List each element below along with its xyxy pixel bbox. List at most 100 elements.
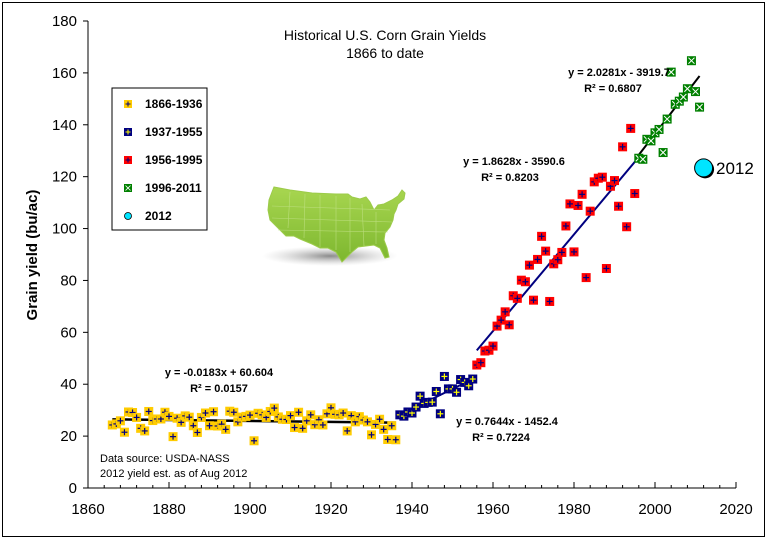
point-1956-1995 <box>569 247 579 257</box>
marker-x-b <box>663 115 671 123</box>
point-1956-1995 <box>529 295 538 305</box>
marker-x-b <box>688 57 695 65</box>
y-tick-label: 0 <box>69 480 77 497</box>
point-1866-1936 <box>188 421 198 431</box>
x-tick-label: 2020 <box>719 501 752 518</box>
trend-r2-1996-2011: R² = 0.6807 <box>584 83 642 95</box>
point-1996-2011 <box>682 84 692 94</box>
point-1956-1995 <box>496 315 506 325</box>
us-map-icon <box>262 186 406 266</box>
point-1996-2011 <box>662 114 672 124</box>
point-1956-1995 <box>610 176 619 186</box>
point-1866-1936 <box>200 408 210 418</box>
point-1866-1936 <box>192 427 202 437</box>
point-1996-2011 <box>695 102 705 112</box>
point-1956-1995 <box>573 200 583 210</box>
point-1937-1955 <box>439 371 449 381</box>
legend: 1866-1936 1937-1955 1956-1995 1996-2011 2012 <box>111 87 208 231</box>
point-1956-1995 <box>553 255 563 265</box>
point-1937-1955 <box>435 409 445 419</box>
point-1996-2011 <box>666 67 676 77</box>
point-1866-1936 <box>294 407 304 417</box>
marker-x-b <box>684 85 691 93</box>
point-1866-1936 <box>132 412 142 422</box>
point-1956-1995 <box>476 358 486 368</box>
point-2012 <box>694 158 715 179</box>
marker-x-b <box>639 155 647 163</box>
y-tick-label: 120 <box>52 169 77 186</box>
point-1866-1936 <box>144 406 154 416</box>
point-1956-1995 <box>585 206 595 216</box>
point-1866-1936 <box>383 434 393 444</box>
data-source-line-2: 2012 yield est. as of Aug 2012 <box>100 468 247 480</box>
legend-label-1866-1936: 1866-1936 <box>145 97 203 111</box>
y-tick-label: 20 <box>60 428 77 445</box>
marker-x-b <box>679 93 687 101</box>
y-tick-label: 40 <box>60 376 77 393</box>
marker-circle <box>694 158 714 178</box>
point-1956-1995 <box>601 264 611 274</box>
point-1866-1936 <box>140 426 150 436</box>
point-1996-2011 <box>646 136 656 146</box>
chart-title: Historical U.S. Corn Grain Yields <box>284 27 486 43</box>
y-axis-ticks: 0 20 40 60 80 100 120 140 160 180 <box>52 13 88 497</box>
legend-marker-1937-1955 <box>124 128 132 136</box>
point-1866-1936 <box>115 416 125 426</box>
marker-x-b <box>659 149 667 156</box>
point-1866-1936 <box>269 403 279 413</box>
point-1866-1936 <box>367 430 376 440</box>
point-1937-1955 <box>415 391 425 401</box>
point-1866-1936 <box>298 423 308 433</box>
y-tick-label: 60 <box>60 324 77 341</box>
point-1866-1936 <box>245 410 255 420</box>
legend-marker-1956-1995 <box>124 156 132 164</box>
point-1956-1995 <box>581 273 591 283</box>
point-1866-1936 <box>318 420 328 430</box>
point-1937-1955 <box>411 402 421 412</box>
point-1866-1936 <box>184 412 194 422</box>
point-1866-1936 <box>306 410 316 420</box>
point-1937-1955 <box>468 374 478 384</box>
point-1866-1936 <box>205 421 214 431</box>
y-axis-label: Grain yield (bu/ac) <box>24 190 41 321</box>
legend-label-1956-1995: 1956-1995 <box>145 153 203 167</box>
point-1956-1995 <box>488 341 498 351</box>
point-1866-1936 <box>221 424 231 434</box>
point-1937-1955 <box>431 386 441 396</box>
point-1866-1936 <box>379 424 389 434</box>
legend-label-1996-2011: 1996-2011 <box>145 181 202 195</box>
point-1996-2011 <box>638 154 648 164</box>
legend-label-2012: 2012 <box>145 209 172 223</box>
map-shadow <box>262 246 398 266</box>
point-1956-1995 <box>533 254 543 264</box>
point-1866-1936 <box>286 411 295 421</box>
point-1956-1995 <box>630 189 640 199</box>
map-state-lines <box>271 191 393 252</box>
trend-eq-1937-1955: y = 0.7644x - 1452.4 <box>456 416 559 428</box>
y-tick-label: 160 <box>52 65 77 82</box>
point-1996-2011 <box>658 148 668 158</box>
point-1937-1955 <box>427 397 437 407</box>
point-1956-1995 <box>614 201 624 211</box>
point-1866-1936 <box>387 421 397 431</box>
point-1996-2011 <box>691 87 700 97</box>
point-1866-1936 <box>342 426 352 436</box>
point-1956-1995 <box>500 307 510 317</box>
point-1866-1936 <box>168 432 178 442</box>
marker-x-b <box>647 137 655 145</box>
data-points <box>107 56 715 446</box>
trend-r2-1937-1955: R² = 0.7224 <box>472 432 531 444</box>
point-1956-1995 <box>622 222 632 232</box>
legend-x-b <box>125 185 131 191</box>
x-axis-ticks: 1860 1880 1900 1920 1940 1960 1980 2000 2020 <box>71 482 753 518</box>
trend-eq-1996-2011: y = 2.0281x - 3919.7 <box>568 67 670 79</box>
data-source-line-1: Data source: USDA-NASS <box>100 453 230 465</box>
x-tick-label: 1980 <box>557 501 590 518</box>
point-1956-1995 <box>504 320 514 330</box>
trend-eq-1866-1936: y = -0.0183x + 60.604 <box>165 367 274 379</box>
point-1866-1936 <box>338 408 348 418</box>
point-1866-1936 <box>249 436 259 446</box>
legend-marker-1866-1936 <box>124 100 132 108</box>
